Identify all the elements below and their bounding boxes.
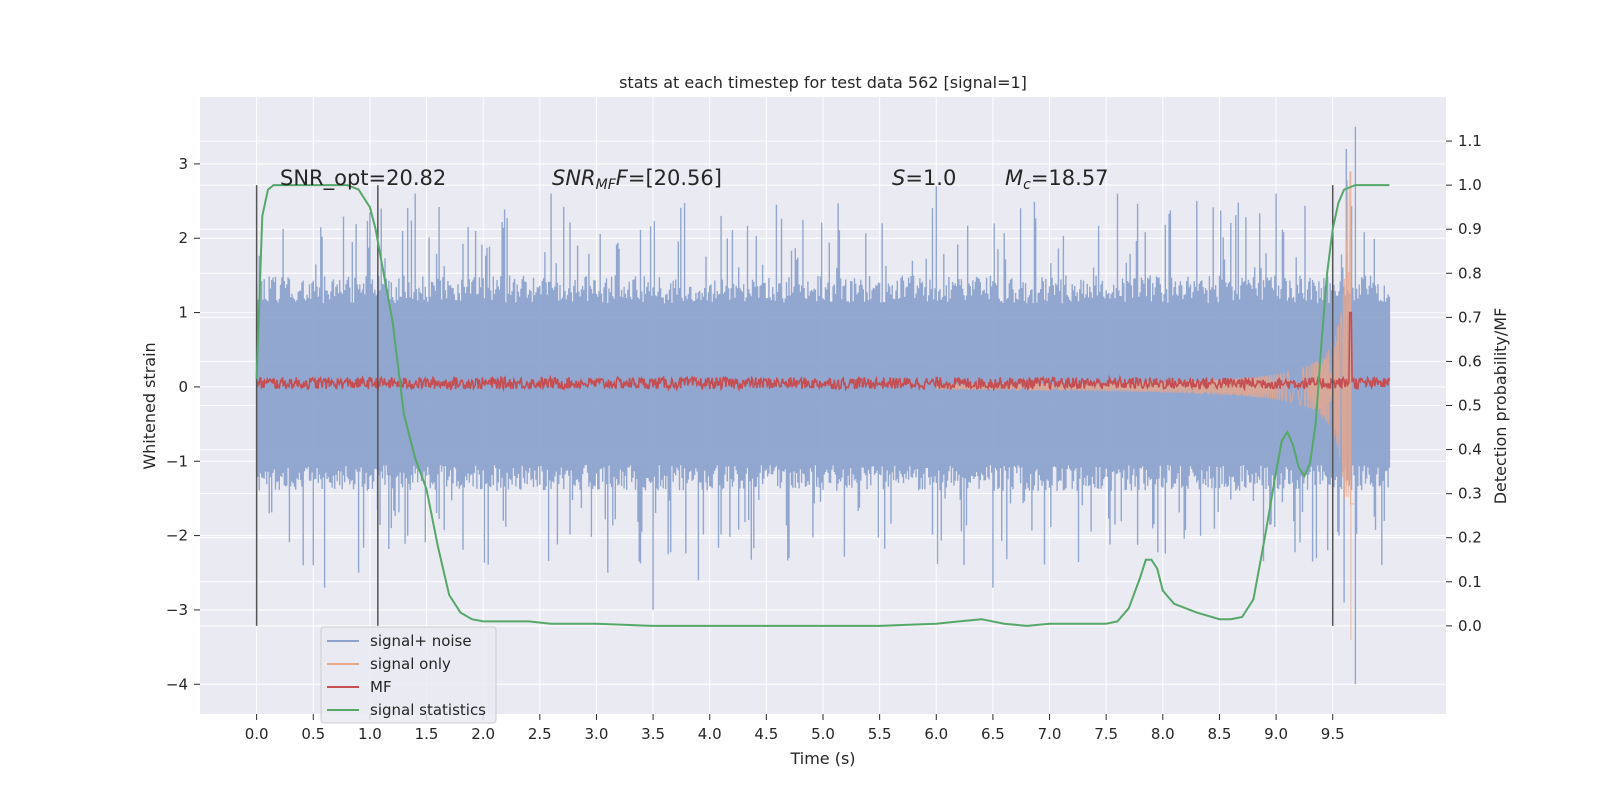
x-tick-label-15: 7.5 <box>1094 725 1118 743</box>
y2-axis-ticks: 1.1 1.0 0.9 0.8 0.7 0.6 0.5 0.4 0.3 0.2 0.1 0.0 <box>1446 132 1482 635</box>
x-tick-label-9: 4.5 <box>754 725 778 743</box>
legend-label-signal-noise: signal+ noise <box>370 632 472 650</box>
y2-tick-label-10: 0.1 <box>1458 573 1482 591</box>
y-tick-label-7: −4 <box>166 675 188 693</box>
x-tick-label-10: 5.0 <box>811 725 835 743</box>
vertical-markers <box>255 185 1334 626</box>
legend: signal+ noise signal only MF signal stat… <box>320 626 497 724</box>
x-tick-label-17: 8.5 <box>1208 725 1232 743</box>
y2-axis-title: Detection probability/MF <box>1491 308 1510 505</box>
annotation-snr-opt: SNR_opt=20.82 <box>280 166 446 191</box>
y2-tick-label-11: 0.0 <box>1458 617 1482 635</box>
x-tick-label-12: 6.0 <box>924 725 948 743</box>
y-tick-label-5: −2 <box>166 527 188 545</box>
annotation-snr-mf-sub: MF <box>596 177 617 193</box>
series-mf <box>255 311 1391 393</box>
legend-box <box>320 626 497 724</box>
x-tick-label-2: 1.0 <box>358 725 382 743</box>
legend-label-signal-statistics: signal statistics <box>370 701 486 719</box>
y2-tick-label-5: 0.6 <box>1458 352 1482 370</box>
y-tick-label-4: −1 <box>166 452 188 470</box>
annotation-s-label: S <box>892 166 905 190</box>
x-tick-label-8: 4.0 <box>698 725 722 743</box>
y-tick-label-6: −3 <box>166 601 188 619</box>
y-axis-title: Whitened strain <box>140 342 159 469</box>
x-axis-title: Time (s) <box>789 749 855 768</box>
x-tick-label-7: 3.5 <box>641 725 665 743</box>
annotation-snr-mf-base: SNR <box>552 166 596 190</box>
y-tick-label-3: 0 <box>178 378 188 396</box>
x-tick-label-4: 2.0 <box>471 725 495 743</box>
y2-tick-label-3: 0.8 <box>1458 264 1482 282</box>
x-tick-label-18: 9.0 <box>1264 725 1288 743</box>
annotation-mc: Mc=18.57 <box>1005 166 1109 193</box>
y2-tick-label-9: 0.2 <box>1458 529 1482 547</box>
annotation-mc-base: M <box>1005 166 1023 190</box>
y2-tick-label-8: 0.3 <box>1458 485 1482 503</box>
y-tick-label-2: 1 <box>178 304 188 322</box>
y2-tick-label-4: 0.7 <box>1458 308 1482 326</box>
x-tick-label-5: 2.5 <box>528 725 552 743</box>
x-tick-label-14: 7.0 <box>1038 725 1062 743</box>
legend-label-signal-only: signal only <box>370 655 451 673</box>
y-axis-ticks: 3 2 1 0 −1 −2 −3 −4 <box>166 155 200 693</box>
y-tick-label-1: 2 <box>178 229 188 247</box>
y2-tick-label-2: 0.9 <box>1458 220 1482 238</box>
y2-tick-label-1: 1.0 <box>1458 176 1482 194</box>
annotation-snr-mf-value: =[20.56] <box>628 166 722 190</box>
x-tick-label-0: 0.0 <box>245 725 269 743</box>
legend-label-mf: MF <box>370 678 392 696</box>
y-tick-label-0: 3 <box>178 155 188 173</box>
x-tick-label-11: 5.5 <box>868 725 892 743</box>
x-tick-label-13: 6.5 <box>981 725 1005 743</box>
x-tick-label-6: 3.0 <box>585 725 609 743</box>
signal-statistics-line <box>255 184 1390 627</box>
x-tick-label-1: 0.5 <box>301 725 325 743</box>
annotation-mc-sub: c <box>1023 177 1031 193</box>
x-tick-label-16: 8.0 <box>1151 725 1175 743</box>
mf-line <box>255 311 1391 393</box>
annotation-snr-mf-f: F <box>616 166 629 190</box>
x-tick-label-3: 1.5 <box>415 725 439 743</box>
x-axis-ticks: 0.0 0.5 1.0 1.5 2.0 2.5 3.0 3.5 4.0 4.5 5.0 5.5 6.0 6… <box>245 714 1345 743</box>
x-tick-label-19: 9.5 <box>1321 725 1345 743</box>
y2-tick-label-0: 1.1 <box>1458 132 1482 150</box>
chart-title: stats at each timestep for test data 562… <box>619 73 1027 92</box>
y2-tick-label-6: 0.5 <box>1458 397 1482 415</box>
annotation-s: S=1.0 <box>892 166 956 190</box>
annotation-snr-mf: SNRMFF=[20.56] <box>552 166 722 193</box>
annotation-mc-value: =18.57 <box>1031 166 1109 190</box>
annotation-s-value: =1.0 <box>905 166 956 190</box>
y2-tick-label-7: 0.4 <box>1458 441 1482 459</box>
series-signal-statistics <box>255 184 1390 627</box>
